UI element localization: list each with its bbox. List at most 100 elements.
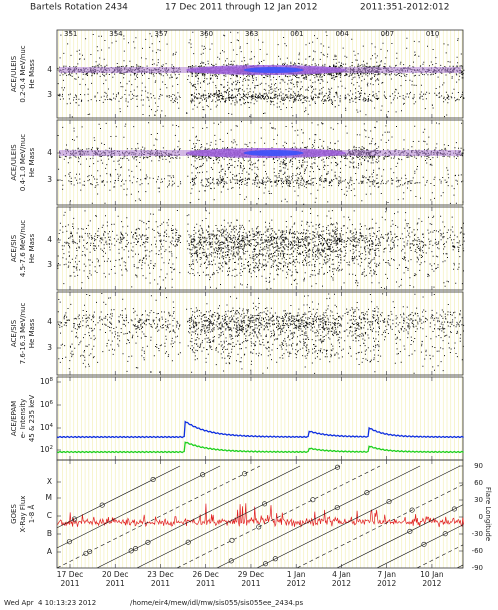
footer-time: Wed Apr 4 10:13:23 2012: [4, 599, 96, 607]
flare-marker: [334, 505, 340, 511]
date-label: 29 Dec: [238, 570, 264, 579]
flare-marker: [200, 472, 206, 478]
flare-marker: [364, 490, 370, 496]
panel-frame: [56, 119, 464, 206]
year-label: 2011: [151, 579, 170, 588]
density-core: [243, 150, 304, 156]
date-label: 10 Jan: [420, 570, 444, 579]
tick-base: 10: [40, 445, 50, 454]
date-label: 1 Jan: [287, 570, 306, 579]
tick-exponent: 6: [50, 400, 54, 406]
tick-exponent: 8: [50, 377, 54, 383]
tick-exponent: 4: [50, 423, 54, 429]
flare-marker: [386, 499, 392, 505]
flare-marker: [99, 502, 105, 508]
panel-y-label: GOES: [10, 504, 18, 524]
y-tick-label: 3: [47, 260, 52, 269]
flare-marker: [421, 541, 427, 547]
flare-marker: [334, 464, 340, 470]
panel-y-label: ACE/SIS: [10, 319, 18, 347]
flare-marker: [145, 539, 151, 545]
day-of-year-label: 004: [335, 30, 349, 38]
tick-base: 10: [40, 400, 50, 409]
flare-marker: [262, 561, 268, 567]
flare-marker: [133, 546, 139, 552]
longitude-track: [336, 504, 463, 568]
longitude-track: [57, 465, 221, 549]
y-tick-label: 3: [47, 90, 52, 99]
longitude-track: [216, 465, 421, 568]
longitude-track: [416, 544, 463, 568]
longitude-track: [136, 465, 341, 568]
scatter-points: [57, 31, 465, 118]
xray-flux: [56, 503, 464, 528]
year-label: 2012: [377, 579, 396, 588]
panel-y-label: 4.5-7.6 MeV/nuc: [19, 220, 27, 277]
day-of-year-label: 360: [200, 30, 213, 38]
year-label: 2012: [422, 579, 441, 588]
panel-y-label: ACE/ULEIS: [10, 55, 18, 92]
y2-tick-label: 60: [474, 479, 483, 487]
y2-tick-label: -60: [472, 547, 483, 555]
y-tick-label: X: [47, 477, 52, 486]
day-of-year-label: 357: [154, 30, 167, 38]
y2-tick-label: 90: [474, 462, 483, 470]
intensity-curve: [56, 441, 464, 454]
y-tick-label: 108: [40, 377, 54, 387]
labels: Bartels Rotation 2434 17 Dec 2011 throug…: [4, 3, 492, 608]
y-tick-label: 4: [47, 148, 52, 157]
y-tick-label: 104: [40, 423, 54, 433]
panel-y-label: He Mass: [28, 233, 36, 263]
density-core: [243, 67, 304, 73]
flare-marker: [451, 506, 457, 512]
title-rotation: Bartels Rotation 2434: [30, 3, 128, 13]
day-of-year-label: 363: [245, 30, 258, 38]
date-label: 23 Dec: [147, 570, 173, 579]
year-label: 2012: [332, 579, 351, 588]
plot-marks: [56, 29, 465, 569]
y-tick-label: 3: [47, 175, 52, 184]
day-of-year-label: 010: [426, 30, 439, 38]
y-tick-label: A: [47, 547, 53, 556]
flare-marker: [87, 549, 93, 555]
panel-y-label: He Mass: [28, 147, 36, 177]
flare-marker: [128, 548, 134, 554]
tick-base: 10: [40, 377, 50, 386]
y2-tick-label: 30: [474, 496, 483, 504]
longitude-track: [57, 465, 181, 529]
date-label: 4 Jan: [332, 570, 351, 579]
panel-y-label: 0.2-0.4 MeV/nuc: [19, 45, 27, 102]
scatter-points: [57, 121, 465, 205]
flare-marker: [185, 539, 191, 545]
flare-marker: [442, 531, 448, 537]
panel-y-label: 0.4-1.0 MeV/nuc: [19, 134, 27, 191]
longitude-track: [176, 465, 381, 568]
longitude-track: [96, 465, 301, 568]
flare-marker: [150, 477, 156, 483]
intensity-curve: [56, 420, 464, 439]
longitude-track: [376, 524, 463, 568]
y-tick-label: 4: [47, 235, 52, 244]
date-label: 26 Dec: [192, 570, 218, 579]
y2-tick-label: -90: [472, 564, 483, 572]
longitude-track: [57, 465, 261, 568]
flare-marker: [272, 556, 278, 562]
y-tick-label: 3: [47, 343, 52, 352]
longitude-track: [296, 484, 463, 568]
y-tick-label: B: [47, 529, 52, 538]
panel-y-label: He Mass: [28, 318, 36, 348]
flare-marker: [229, 537, 235, 543]
flare-marker: [310, 497, 316, 503]
panel-y-label: ACE/SIS: [10, 234, 18, 262]
y-tick-label: C: [47, 511, 52, 520]
y-tick-label: 4: [47, 65, 52, 74]
flare-marker: [66, 539, 72, 545]
y2-tick-label: 0: [479, 513, 483, 521]
tick-exponent: 2: [50, 445, 54, 451]
panel-frame: [56, 459, 464, 569]
title-doy: 2011:351-2012:012: [360, 3, 449, 13]
panel-y-label: ACE/ULEIS: [10, 144, 18, 181]
y-tick-label: M: [46, 493, 52, 502]
